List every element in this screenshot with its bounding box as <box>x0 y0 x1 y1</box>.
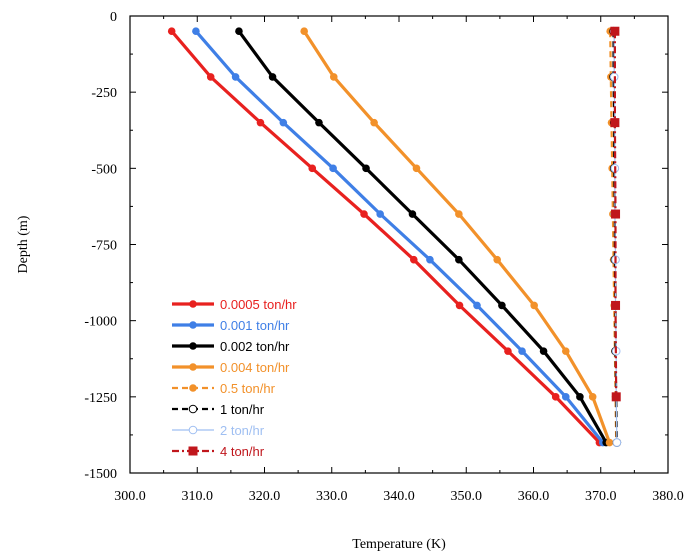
series-8 <box>610 26 621 402</box>
data-point <box>610 118 620 128</box>
data-point <box>235 27 243 36</box>
y-tick-label: -1000 <box>84 315 117 330</box>
legend-item: 0.002 ton/hr <box>172 339 290 354</box>
x-tick-label: 330.0 <box>316 489 348 504</box>
data-point <box>611 209 621 219</box>
legend: 0.0005 ton/hr 0.001 ton/hr 0.002 ton/hr 0.0… <box>172 297 297 459</box>
data-point <box>329 164 337 173</box>
data-point <box>308 164 317 173</box>
legend-label: 0.002 ton/hr <box>220 339 290 354</box>
data-point <box>256 118 265 127</box>
data-point <box>279 118 288 127</box>
legend-item: 0.0005 ton/hr <box>172 297 297 312</box>
legend-label: 4 ton/hr <box>220 444 265 459</box>
data-point <box>493 255 501 264</box>
data-point <box>530 301 538 310</box>
data-point <box>576 393 584 401</box>
legend-swatch-marker <box>188 404 198 414</box>
legend-swatch-marker <box>189 342 197 350</box>
data-point <box>192 27 200 36</box>
legend-label: 2 ton/hr <box>220 423 265 438</box>
y-tick-label: -500 <box>91 162 117 177</box>
data-point <box>376 210 384 218</box>
data-point <box>300 27 308 36</box>
series-5 <box>606 27 621 447</box>
data-point <box>605 438 614 447</box>
series-line <box>302 30 612 444</box>
series-line <box>237 30 608 444</box>
series-3 <box>235 27 610 447</box>
series-4 <box>300 27 614 447</box>
data-point <box>610 26 620 36</box>
y-tick-label: 0 <box>110 10 117 25</box>
legend-swatch-marker <box>188 446 198 456</box>
data-point <box>611 392 621 402</box>
x-tick-label: 320.0 <box>249 489 281 504</box>
data-point <box>539 347 548 355</box>
x-tick-label: 340.0 <box>383 489 415 504</box>
legend-item: 4 ton/hr <box>172 444 265 459</box>
data-point <box>167 27 176 36</box>
data-point <box>412 164 421 173</box>
data-point <box>473 301 481 310</box>
data-point <box>362 164 370 173</box>
data-point <box>518 347 526 355</box>
data-point <box>498 301 506 310</box>
y-tick-label: -1250 <box>84 391 117 406</box>
data-point <box>612 438 622 447</box>
legend-swatch-marker <box>189 384 197 392</box>
y-tick-label: -250 <box>91 86 117 101</box>
data-point <box>561 347 570 355</box>
y-tick-label: -1500 <box>84 467 117 482</box>
data-point <box>504 347 512 355</box>
legend-swatch-marker <box>189 363 197 371</box>
legend-swatch-marker <box>189 300 197 308</box>
series-layer <box>167 26 622 447</box>
data-point <box>561 393 570 401</box>
data-point <box>268 73 277 81</box>
data-point <box>409 255 418 264</box>
x-axis-title: Temperature (K) <box>352 537 446 552</box>
data-point <box>455 301 464 310</box>
data-point <box>329 73 338 81</box>
data-point <box>370 118 378 127</box>
data-point <box>408 210 417 218</box>
data-point <box>315 118 323 127</box>
series-line <box>194 30 605 444</box>
legend-item: 0.001 ton/hr <box>172 318 290 333</box>
data-point <box>551 393 560 401</box>
legend-label: 1 ton/hr <box>220 402 265 417</box>
y-tick-label: -750 <box>91 239 117 254</box>
x-tick-label: 310.0 <box>182 489 214 504</box>
legend-swatch-marker <box>188 425 198 435</box>
data-point <box>426 255 434 264</box>
data-point <box>588 393 597 401</box>
legend-item: 2 ton/hr <box>172 423 265 438</box>
x-tick-label: 350.0 <box>451 489 483 504</box>
data-point <box>206 73 215 81</box>
legend-label: 0.0005 ton/hr <box>220 297 297 312</box>
legend-label: 0.5 ton/hr <box>220 381 276 396</box>
data-point <box>611 300 621 310</box>
legend-swatch-marker <box>189 321 197 329</box>
data-point <box>455 210 463 218</box>
series-line <box>170 30 601 444</box>
ticks-layer: 300.0 310.0 320.0 330.0 340.0 350.0 360.0 370.0… <box>84 10 683 504</box>
legend-label: 0.004 ton/hr <box>220 360 290 375</box>
x-tick-label: 360.0 <box>518 489 550 504</box>
data-point <box>231 73 240 81</box>
x-tick-label: 370.0 <box>585 489 617 504</box>
legend-item: 0.5 ton/hr <box>172 381 276 396</box>
legend-item: 1 ton/hr <box>172 402 265 417</box>
y-axis-title: Depth (m) <box>16 215 31 273</box>
legend-label: 0.001 ton/hr <box>220 318 290 333</box>
legend-item: 0.004 ton/hr <box>172 360 290 375</box>
x-tick-label: 380.0 <box>652 489 684 504</box>
series-2 <box>192 27 607 447</box>
data-point <box>360 210 368 218</box>
x-tick-label: 300.0 <box>114 489 146 504</box>
data-point <box>455 255 463 264</box>
